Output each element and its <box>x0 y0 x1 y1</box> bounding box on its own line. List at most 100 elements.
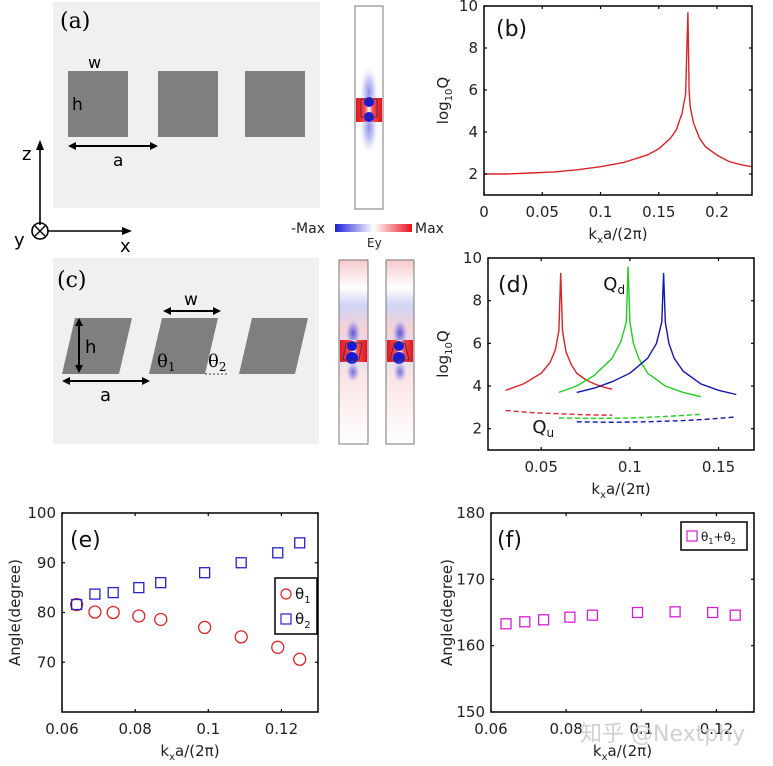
annotation-sub: u <box>547 426 555 440</box>
annotation-main: Q <box>532 417 546 438</box>
legend-label: θ1+θ2 <box>701 530 736 546</box>
plot-frame <box>490 512 755 713</box>
y-tick-label: 180 <box>456 504 485 522</box>
x-tick-label: 0.1 <box>196 720 220 738</box>
z-axis-label: z <box>22 144 31 165</box>
data-point-circle <box>197 620 212 635</box>
legend-marker-circle <box>280 588 292 600</box>
legend-label-sub: 1 <box>304 595 310 606</box>
chart-e: 0.06 0.08 0.1 0.12 70 80 90 100 kxa/(2π) Angle(de… <box>6 504 319 763</box>
x-tick-label: 0.08 <box>118 720 151 738</box>
x-tick-label: 0.12 <box>265 720 298 738</box>
y-axis-title: log10Q <box>434 330 455 377</box>
arrowhead <box>122 227 132 235</box>
data-point-square <box>586 609 599 621</box>
x-tick-label: 0.06 <box>45 720 78 738</box>
legend-label-main: θ <box>701 530 708 544</box>
panel-a-pillar-2 <box>158 71 218 137</box>
panel-a-h-label: h <box>72 95 83 115</box>
arrowhead <box>36 140 44 150</box>
legend-label-sub: 2 <box>731 537 736 546</box>
y-axis-title-main: log <box>434 355 452 378</box>
series-line-0 <box>505 272 613 391</box>
x-tick-label: 0 <box>479 203 489 221</box>
cross-mark <box>34 225 46 237</box>
y-tick-label: 170 <box>456 570 485 588</box>
panel-c-label: (c) <box>57 268 87 293</box>
panel-a-a-label: a <box>113 151 123 171</box>
x-tick-label: 0.15 <box>702 458 735 476</box>
x-axis-title-rest: a/(2π) <box>175 742 220 760</box>
legend-marker-square <box>686 530 698 542</box>
arrowhead <box>213 307 221 315</box>
panel-c-pillar-2 <box>149 318 218 374</box>
panel-label: (b) <box>496 17 527 42</box>
series-line-3 <box>505 409 613 416</box>
data-point-circle <box>132 609 146 623</box>
data-point-square <box>155 577 167 589</box>
data-point-square <box>537 614 550 626</box>
panel-c-h-label: h <box>85 337 96 358</box>
colorbar-field-label: Ey <box>367 236 382 250</box>
y-axis-title-rest: Q <box>434 77 452 89</box>
y-tick-label: 4 <box>472 377 482 395</box>
data-point-square <box>272 547 284 559</box>
arrowhead <box>62 377 70 385</box>
y-axis-title-main: Angle(degree) <box>6 559 24 666</box>
annotation-sub: d <box>617 283 625 297</box>
panel-a-pillar-1 <box>68 71 128 137</box>
x-tick-label: 0.06 <box>474 720 507 738</box>
x-axis-label: x <box>120 236 131 257</box>
y-tick-label: 80 <box>37 604 56 622</box>
data-point-square <box>500 618 512 630</box>
y-tick-label: 4 <box>468 123 478 141</box>
x-axis-title-rest: a/(2π) <box>606 480 651 498</box>
x-axis-title: kxa/(2π) <box>593 742 652 763</box>
colorbar-max-label: Max <box>415 221 444 237</box>
data-point-circle <box>293 652 307 666</box>
panel-a-label: (a) <box>60 9 90 34</box>
panel-label: (f) <box>497 528 522 553</box>
legend-marker-square <box>280 613 292 625</box>
legend-label-main: θ <box>295 585 304 603</box>
x-axis-title: kxa/(2π) <box>591 480 650 501</box>
x-axis-title: kxa/(2π) <box>160 742 219 763</box>
y-tick-label: 160 <box>456 637 485 655</box>
y-tick-label: 150 <box>456 703 485 721</box>
y-tick-label: 8 <box>472 292 482 310</box>
panel-label: (e) <box>70 528 101 553</box>
colorbar-min-label: -Max <box>291 221 325 237</box>
legend-label-sub: 2 <box>304 620 310 631</box>
data-point-circle <box>154 612 168 627</box>
y-tick-label: 10 <box>459 0 478 15</box>
legend-label-sub: 1 <box>708 537 713 546</box>
y-axis-label: y <box>14 230 25 251</box>
y-tick-label: 6 <box>468 81 478 99</box>
y-axis-title-sub: 10 <box>444 89 455 102</box>
panel-a-pillar-3 <box>245 71 305 137</box>
x-tick-label: 0.1 <box>589 203 613 221</box>
data-point-circle <box>88 605 102 619</box>
x-axis-title-main: k <box>588 225 597 243</box>
y-axis-title-rest: Q <box>434 330 452 342</box>
data-point-square <box>294 537 306 549</box>
data-point-circle <box>69 597 84 612</box>
y-tick-label: 70 <box>37 653 56 671</box>
data-point-square <box>729 609 741 621</box>
y-tick-label: 2 <box>468 165 478 183</box>
data-point-square <box>70 598 83 611</box>
x-tick-label: 0.1 <box>618 458 642 476</box>
x-axis-title-rest: a/(2π) <box>603 225 648 243</box>
x-axis-title-main: k <box>160 742 169 760</box>
arrowhead <box>68 142 76 150</box>
panel-c-pillar-3 <box>239 318 308 374</box>
y-axis-title-main: Angle(degree) <box>438 559 456 666</box>
arrowhead <box>75 318 83 326</box>
y-axis-title-sub: 10 <box>444 342 455 355</box>
data-point-square <box>519 616 531 628</box>
data-point-square <box>107 586 119 599</box>
y-tick-label: 6 <box>472 334 482 352</box>
plot-frame <box>487 257 755 451</box>
x-axis-title-sub: x <box>597 235 603 246</box>
